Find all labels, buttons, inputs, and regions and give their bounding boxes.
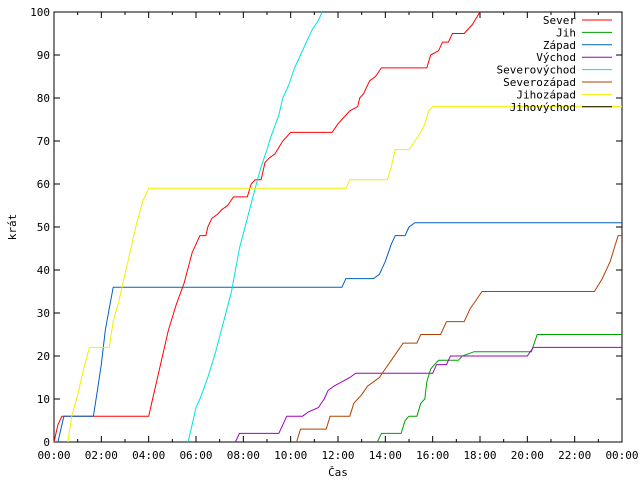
x-tick-label: 04:00: [132, 449, 165, 462]
series-line-6: [67, 106, 622, 443]
x-tick-label: 06:00: [179, 449, 212, 462]
legend: SeverJihZápadVýchodSeverovýchodSeverozáp…: [497, 14, 612, 114]
y-tick-label: 70: [37, 135, 50, 148]
legend-label: Jih: [556, 26, 576, 39]
series-line-2: [57, 222, 622, 443]
series-line-4: [187, 11, 323, 443]
x-tick-label: 22:00: [558, 449, 591, 462]
x-tick-label: 08:00: [227, 449, 260, 462]
series-line-1: [376, 334, 622, 443]
y-tick-label: 80: [37, 92, 50, 105]
legend-label: Jihozápad: [516, 88, 576, 101]
legend-label: Východ: [536, 51, 576, 64]
y-tick-label: 100: [30, 6, 50, 19]
x-tick-label: 00:00: [37, 449, 70, 462]
x-axis-label: Čas: [328, 466, 348, 479]
legend-label: Severovýchod: [497, 64, 576, 77]
x-tick-label: 12:00: [321, 449, 354, 462]
x-tick-label: 02:00: [85, 449, 118, 462]
x-tick-label: 10:00: [274, 449, 307, 462]
y-axis-label: krát: [6, 214, 19, 241]
x-tick-label: 18:00: [463, 449, 496, 462]
y-tick-label: 60: [37, 178, 50, 191]
series-line-0: [53, 11, 481, 443]
legend-label: Západ: [543, 39, 576, 52]
x-tick-label: 20:00: [511, 449, 544, 462]
legend-label: Sever: [543, 14, 576, 27]
y-tick-label: 40: [37, 264, 50, 277]
y-tick-label: 90: [37, 49, 50, 62]
y-tick-label: 10: [37, 393, 50, 406]
series-line-3: [234, 346, 622, 443]
y-tick-label: 20: [37, 350, 50, 363]
y-tick-label: 0: [43, 436, 50, 449]
axis-ticks: 0 10 20 30 40 50 60 70 80 90 100 00:00 02:00 04:00 06:…: [30, 6, 638, 462]
series-lines: [53, 11, 622, 443]
y-tick-label: 50: [37, 221, 50, 234]
series-line-5: [296, 235, 622, 443]
x-tick-label: 00:00: [605, 449, 638, 462]
x-tick-label: 14:00: [369, 449, 402, 462]
legend-label: Jihovýchod: [510, 101, 576, 114]
x-tick-label: 16:00: [416, 449, 449, 462]
y-tick-label: 30: [37, 307, 50, 320]
legend-label: Severozápad: [503, 76, 576, 89]
